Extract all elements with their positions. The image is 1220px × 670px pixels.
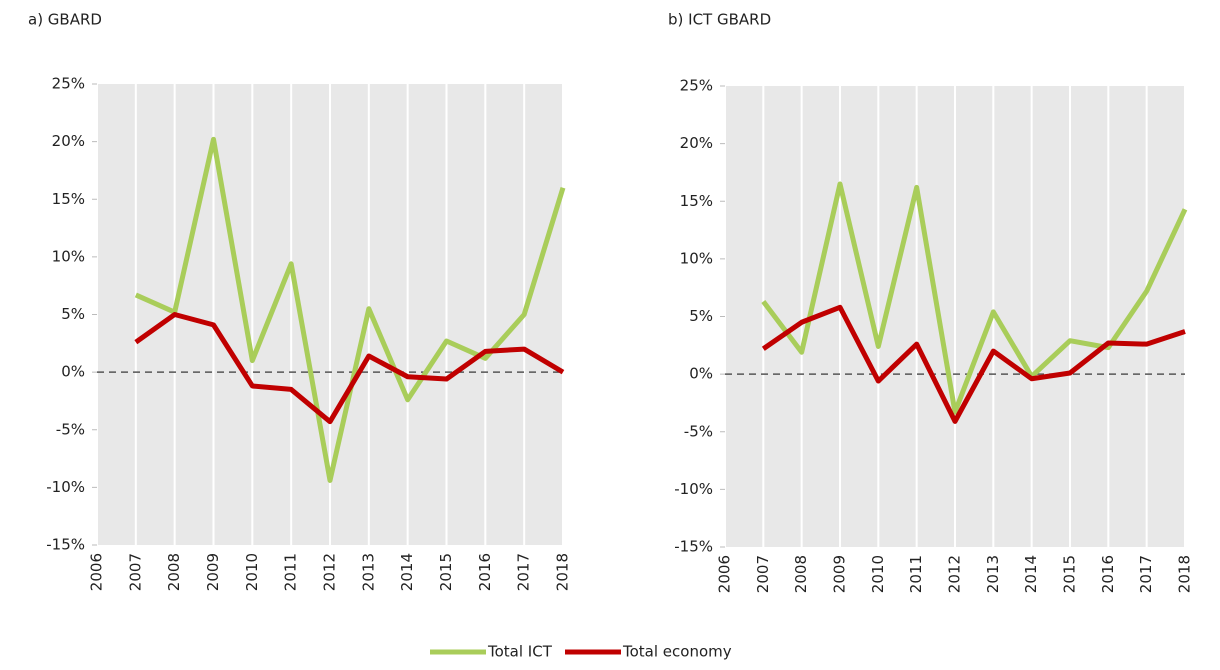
y-tick-label: 15% xyxy=(680,192,713,210)
y-tick-label: 10% xyxy=(680,249,713,267)
x-tick-label: 2018 xyxy=(1176,555,1194,593)
legend-label: Total economy xyxy=(622,643,732,661)
x-tick-label: 2018 xyxy=(554,553,572,591)
x-tick-label: 2017 xyxy=(515,553,533,591)
x-tick-label: 2006 xyxy=(716,555,734,593)
y-tick-label: -15% xyxy=(46,536,85,554)
x-tick-label: 2017 xyxy=(1137,555,1155,593)
series-line xyxy=(761,304,1186,424)
x-tick-label: 2016 xyxy=(476,553,494,591)
y-tick-label: -5% xyxy=(684,422,713,440)
series-line xyxy=(134,312,565,425)
x-tick-label: 2015 xyxy=(1061,555,1079,593)
y-tick-label: 20% xyxy=(52,132,85,150)
y-tick-label: 5% xyxy=(689,307,713,325)
chart-title: b) ICT GBARD xyxy=(668,11,771,29)
x-tick-label: 2015 xyxy=(437,553,455,591)
x-tick-label: 2012 xyxy=(321,553,339,591)
y-tick-label: -15% xyxy=(674,538,713,556)
x-tick-label: 2014 xyxy=(398,553,416,591)
x-tick-label: 2011 xyxy=(282,553,300,591)
x-tick-label: 2016 xyxy=(1099,555,1117,593)
chart-title: a) GBARD xyxy=(28,11,102,29)
x-tick-label: 2012 xyxy=(946,555,964,593)
x-tick-label: 2013 xyxy=(984,555,1002,593)
y-tick-label: 5% xyxy=(61,305,85,323)
y-tick-label: 20% xyxy=(680,134,713,152)
series-line xyxy=(761,181,1188,415)
x-tick-label: 2007 xyxy=(754,555,772,593)
y-tick-label: -10% xyxy=(674,480,713,498)
y-tick-label: 25% xyxy=(680,77,713,95)
x-tick-label: 2011 xyxy=(907,555,925,593)
y-tick-label: 10% xyxy=(52,247,85,265)
y-tick-label: 15% xyxy=(52,190,85,208)
y-tick-label: 25% xyxy=(52,75,85,93)
x-tick-label: 2010 xyxy=(869,555,887,593)
x-tick-label: 2014 xyxy=(1022,555,1040,593)
x-tick-label: 2009 xyxy=(831,555,849,593)
x-tick-label: 2010 xyxy=(243,553,261,591)
x-tick-label: 2006 xyxy=(88,553,106,591)
x-tick-label: 2008 xyxy=(165,553,183,591)
x-tick-label: 2008 xyxy=(792,555,810,593)
y-tick-label: -10% xyxy=(46,478,85,496)
x-tick-label: 2013 xyxy=(359,553,377,591)
legend-label: Total ICT xyxy=(487,643,553,661)
x-tick-label: 2009 xyxy=(204,553,222,591)
y-tick-label: 0% xyxy=(689,365,713,383)
y-tick-label: 0% xyxy=(61,363,85,381)
x-tick-label: 2007 xyxy=(126,553,144,591)
y-tick-label: -5% xyxy=(56,420,85,438)
